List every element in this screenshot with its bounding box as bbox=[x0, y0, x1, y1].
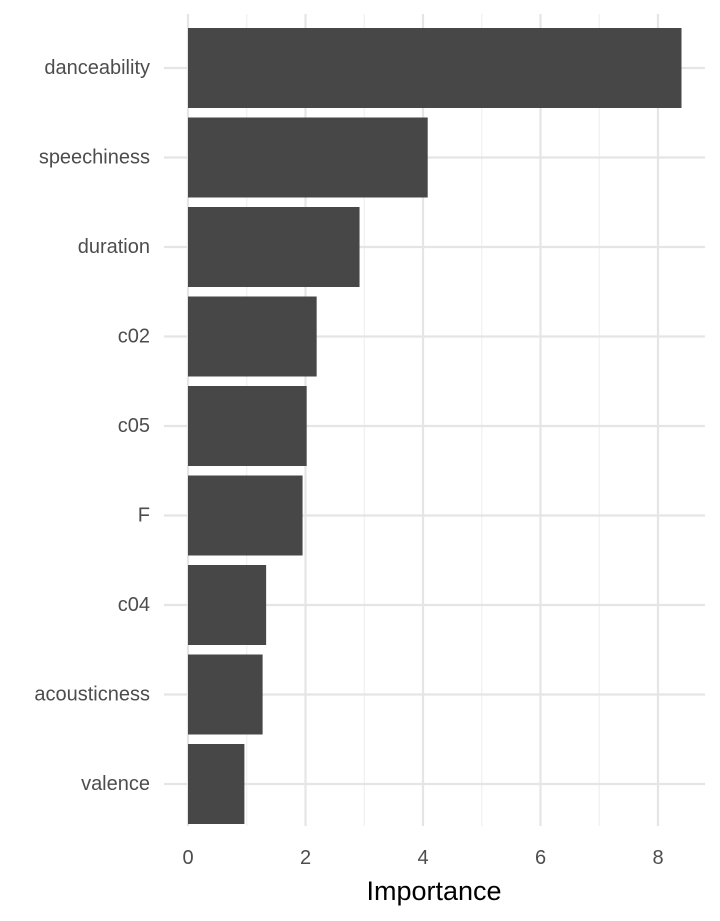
bar-layer bbox=[188, 28, 682, 824]
x-tick-label: 0 bbox=[182, 847, 193, 869]
x-axis-tick-labels: 0 2 4 6 8 bbox=[182, 847, 663, 869]
y-tick-label: F bbox=[138, 505, 150, 527]
bar-c02 bbox=[188, 296, 317, 377]
y-tick-label: duration bbox=[78, 236, 150, 258]
x-tick-label: 2 bbox=[300, 847, 311, 869]
y-tick-label: danceability bbox=[44, 57, 150, 79]
x-tick-label: 8 bbox=[652, 847, 663, 869]
y-axis-tick-labels: danceability speechiness duration c02 c05 Fc0… bbox=[34, 57, 150, 795]
x-axis-title: Importance bbox=[366, 876, 501, 906]
bar-f bbox=[188, 475, 303, 556]
y-tick-label: acousticness bbox=[34, 684, 150, 706]
y-tick-label: speechiness bbox=[39, 147, 150, 169]
bar-c05 bbox=[188, 386, 307, 466]
bar-speechiness bbox=[188, 117, 428, 198]
x-tick-label: 4 bbox=[417, 847, 428, 869]
bar-danceability bbox=[188, 28, 682, 108]
y-tick-label: c04 bbox=[118, 594, 150, 616]
bar-duration bbox=[188, 207, 360, 287]
y-tick-label: c05 bbox=[118, 415, 150, 437]
bar-c04 bbox=[188, 565, 267, 645]
bar-acousticness bbox=[188, 654, 263, 735]
x-tick-label: 6 bbox=[535, 847, 546, 869]
y-tick-label: valence bbox=[81, 773, 150, 795]
y-tick-label: c02 bbox=[118, 326, 150, 348]
bar-valence bbox=[188, 744, 245, 824]
